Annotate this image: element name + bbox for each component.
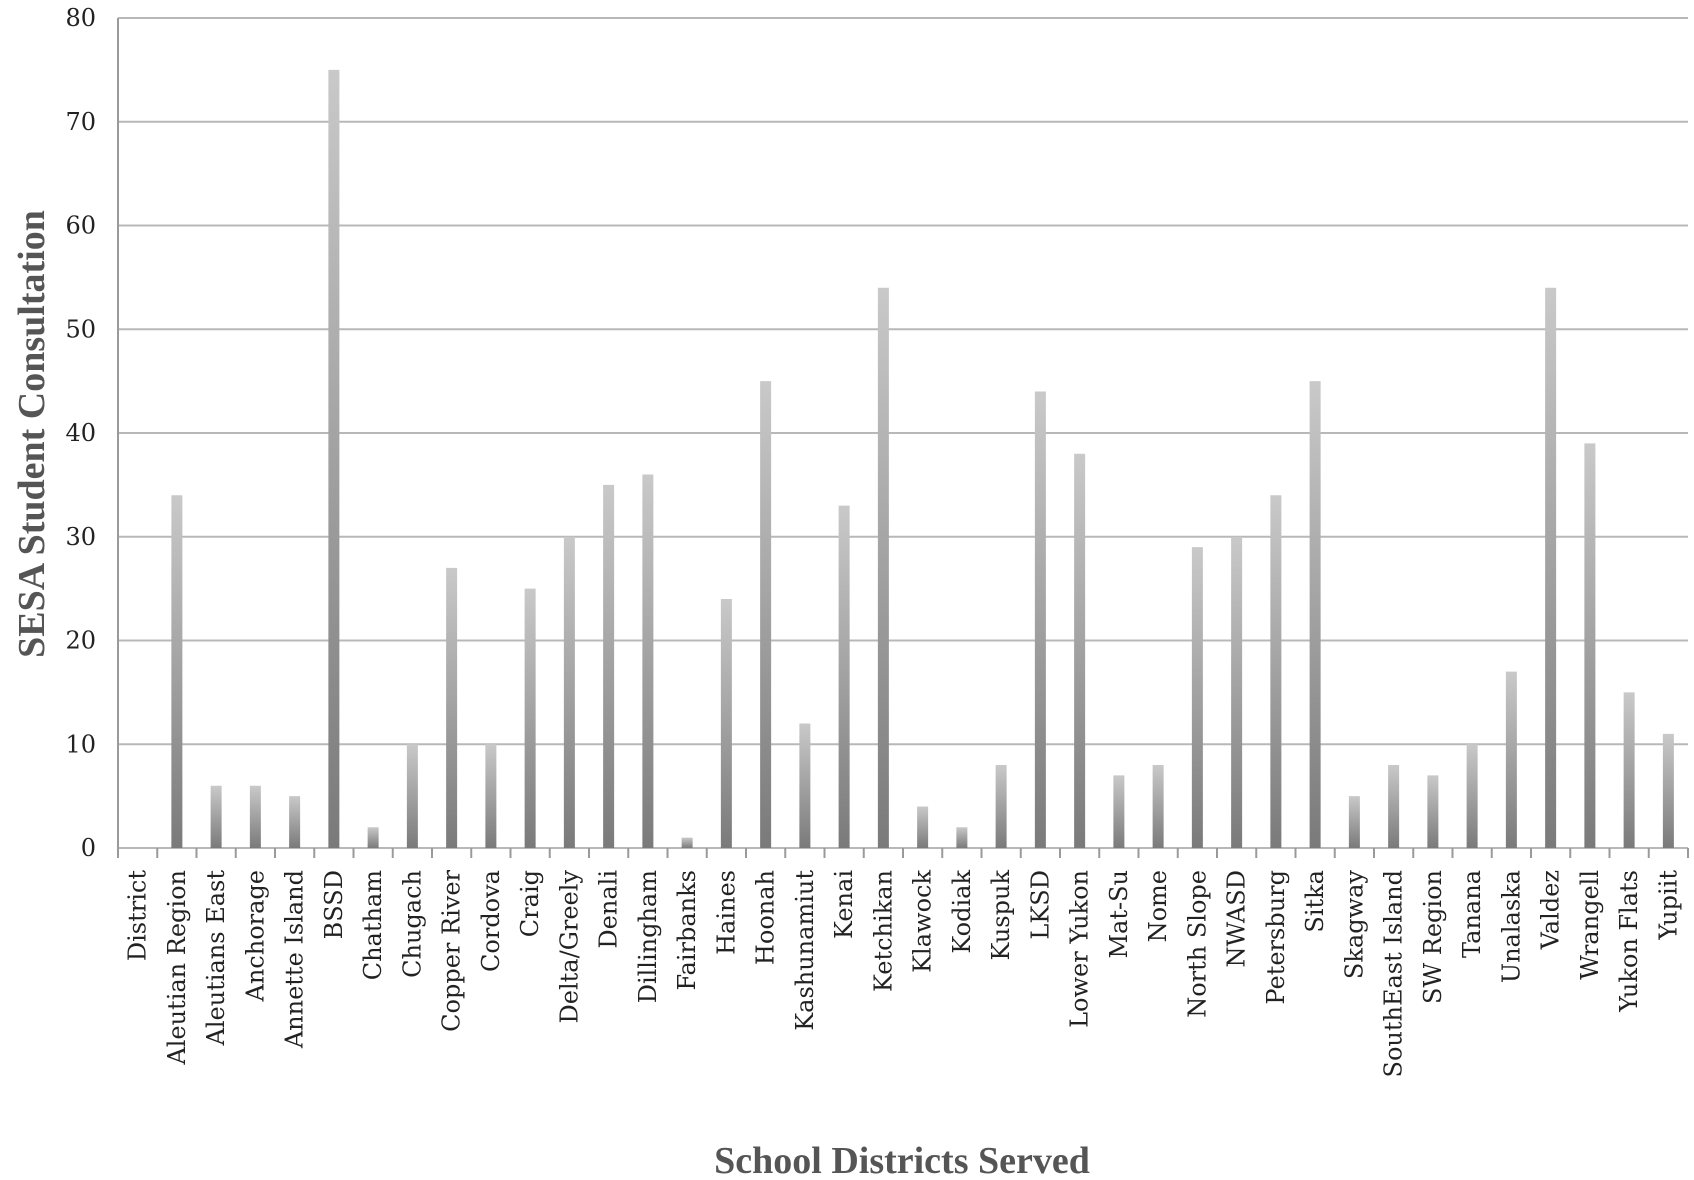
y-tick-label: 60: [65, 212, 96, 240]
x-tick-label: Anchorage: [241, 870, 269, 1002]
bar: [720, 599, 732, 848]
x-tick-label: Aleutian Region: [163, 870, 191, 1066]
bar: [1623, 692, 1635, 848]
bar: [956, 827, 968, 848]
x-tick-label: Cordova: [477, 870, 505, 972]
bar: [642, 474, 654, 848]
bar: [1545, 287, 1557, 848]
x-tick-label: Ketchikan: [869, 870, 897, 992]
y-tick-labels: 0 10 20 30 40 50 60 70 80: [65, 4, 96, 862]
x-tick-label: Aleutians East: [202, 870, 230, 1047]
x-axis-title: School Districts Served: [714, 1140, 1090, 1180]
x-tick-label: Chugach: [398, 870, 426, 978]
bar: [1466, 744, 1478, 848]
y-tick-label: 50: [65, 315, 96, 343]
bar: [171, 495, 183, 848]
x-tick-label: LKSD: [1026, 870, 1054, 940]
y-tick-label: 80: [65, 4, 96, 32]
x-tick-label: District: [124, 870, 152, 961]
bar: [995, 765, 1007, 848]
bars: [171, 69, 1674, 848]
bar: [249, 785, 261, 848]
x-tick-label: Petersburg: [1262, 870, 1290, 1005]
x-tick-label: SouthEast Island: [1380, 870, 1408, 1077]
bar: [210, 785, 222, 848]
x-tick-label: Annette Island: [281, 870, 309, 1049]
x-tick-label: Hoonah: [752, 870, 780, 965]
bar: [917, 806, 929, 848]
x-tick-label: Chatham: [359, 870, 387, 981]
x-tick-label: Delta/Greely: [555, 870, 583, 1024]
bar: [1113, 775, 1125, 848]
y-tick-label: 30: [65, 523, 96, 551]
bar: [799, 723, 811, 848]
y-tick-label: 20: [65, 627, 96, 655]
bar: [1584, 443, 1596, 848]
bar: [328, 69, 340, 848]
bar: [289, 796, 301, 848]
x-tick-label: Nome: [1144, 870, 1172, 942]
bar: [1662, 733, 1674, 848]
x-tick-label: Dillingham: [634, 870, 662, 1004]
bar: [1152, 765, 1164, 848]
x-tick-label: Yupiit: [1654, 870, 1682, 941]
bar: [681, 837, 693, 848]
x-tick-label: Fairbanks: [673, 870, 701, 990]
y-tick-label: 0: [81, 834, 96, 862]
gridlines: [118, 17, 1688, 849]
x-tick-label: Yukon Flats: [1615, 870, 1643, 1013]
bar: [563, 536, 575, 848]
bar: [838, 505, 850, 848]
x-tick-label: Mat-Su: [1105, 870, 1133, 959]
bar: [406, 744, 418, 848]
x-tick-label: SW Region: [1419, 870, 1447, 1004]
bar: [877, 287, 889, 848]
x-tick-label: Unalaska: [1497, 870, 1525, 983]
bar: [524, 588, 536, 848]
bar: [1074, 453, 1086, 848]
x-tick-label: Kodiak: [948, 870, 976, 954]
x-tick-label: Klawock: [909, 870, 937, 973]
y-tick-label: 10: [65, 730, 96, 758]
x-tick-label: Valdez: [1537, 870, 1565, 950]
bar: [367, 827, 379, 848]
x-tick-label: Sitka: [1301, 870, 1329, 933]
y-tick-label: 40: [65, 419, 96, 447]
bar: [485, 744, 497, 848]
bar: [1505, 671, 1517, 848]
bar: [1270, 495, 1282, 848]
bar: [760, 381, 772, 848]
bar: [1309, 381, 1321, 848]
bar: [1427, 775, 1439, 848]
x-tick-label: Haines: [712, 870, 740, 955]
x-tick-label: Denali: [595, 870, 623, 949]
x-tick-label: BSSD: [320, 870, 348, 939]
x-tick-label: North Slope: [1183, 870, 1211, 1018]
x-tick-label: Wrangell: [1576, 870, 1604, 980]
x-tick-label: Kuspuk: [987, 870, 1015, 961]
bar: [1191, 547, 1203, 848]
x-tick-labels: District Aleutian Region Aleutians East Anc…: [124, 869, 1683, 1077]
bar: [603, 484, 615, 848]
x-tick-label: Tanana: [1458, 870, 1486, 958]
y-axis-title: SESA Student Consultation: [11, 210, 53, 658]
x-tick-label: Copper River: [438, 869, 466, 1031]
x-tick-label: Skagway: [1340, 870, 1368, 980]
x-tick-label: NWASD: [1223, 870, 1251, 968]
axes: [117, 18, 1689, 858]
bar: [1388, 765, 1400, 848]
y-tick-label: 70: [65, 108, 96, 136]
bar: [1231, 536, 1243, 848]
bar: [1348, 796, 1360, 848]
x-tick-label: Kenai: [830, 870, 858, 939]
x-tick-label: Craig: [516, 870, 544, 937]
x-tick-label: Lower Yukon: [1066, 870, 1094, 1028]
bar: [1034, 391, 1046, 848]
x-tick-label: Kashunamiut: [791, 870, 819, 1031]
bar: [446, 567, 458, 848]
